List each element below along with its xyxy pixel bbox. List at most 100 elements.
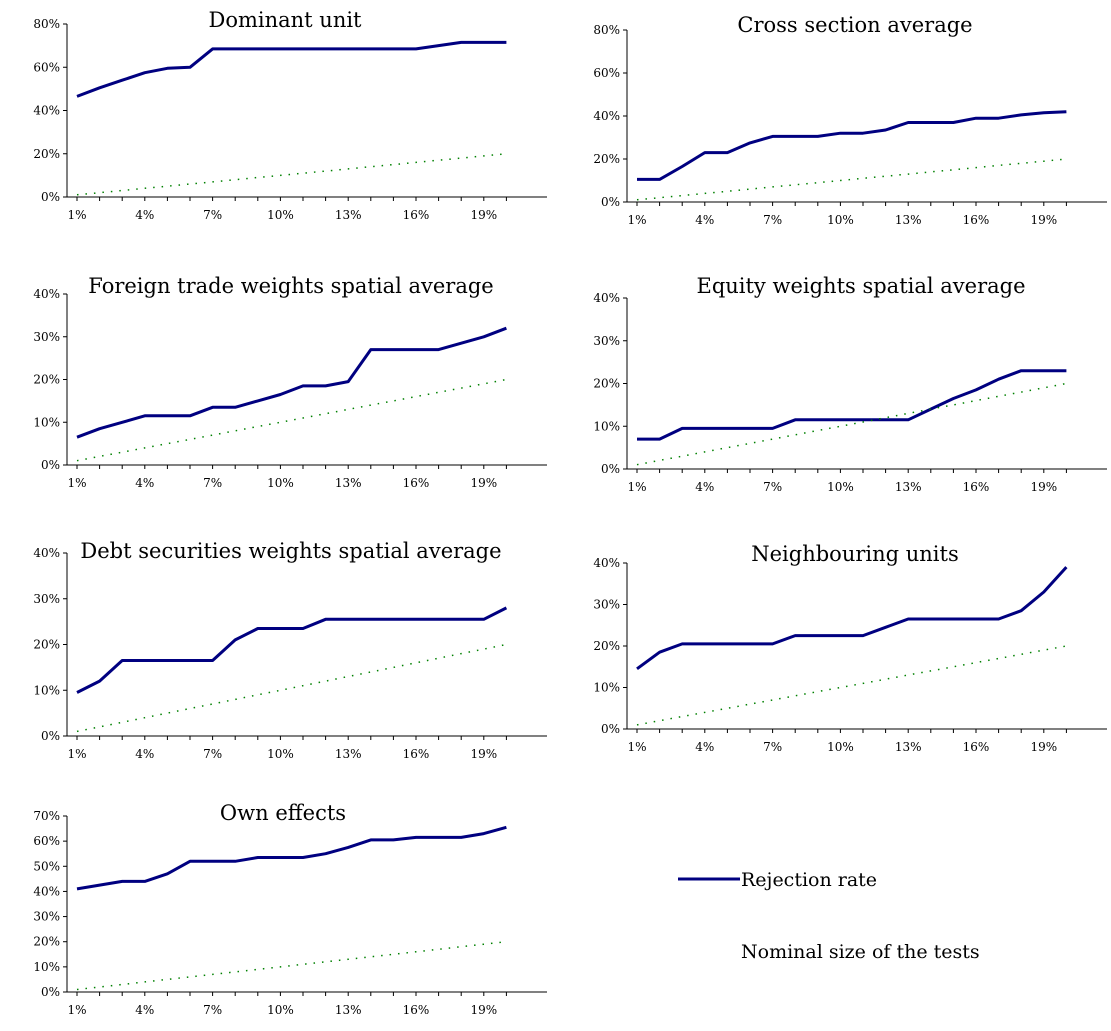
y-tick-label: 40%: [33, 104, 60, 118]
legend: Rejection rate Nominal size of the tests: [678, 869, 980, 963]
y-tick-label: 60%: [33, 60, 60, 74]
y-tick-label: 10%: [33, 683, 60, 697]
series-line-nominal-size: [76, 153, 507, 196]
series-line-nominal-size: [636, 645, 1067, 726]
x-tick-label: 19%: [470, 747, 497, 761]
x-tick-label: 10%: [267, 476, 294, 490]
y-tick-label: 30%: [593, 598, 620, 612]
y-tick-label: 40%: [33, 884, 60, 898]
y-tick-label: 20%: [593, 377, 620, 391]
y-tick-label: 20%: [33, 147, 60, 161]
series-line-rejection-rate: [76, 825, 507, 891]
x-tick-label: 13%: [335, 747, 362, 761]
y-tick-label: 0%: [41, 985, 60, 999]
legend-nominal-label: Nominal size of the tests: [741, 941, 980, 963]
y-tick-label: 0%: [601, 195, 620, 209]
x-tick-label: 4%: [135, 476, 154, 490]
chart-title: Equity weights spatial average: [696, 274, 1025, 298]
x-tick-label: 4%: [695, 740, 714, 754]
x-tick-label: 16%: [403, 747, 430, 761]
y-tick-label: 40%: [33, 546, 60, 560]
x-tick-label: 1%: [67, 1003, 86, 1017]
x-tick-label: 16%: [963, 213, 990, 227]
y-tick-label: 70%: [33, 809, 60, 823]
y-tick-label: 0%: [41, 190, 60, 204]
y-tick-label: 30%: [33, 330, 60, 344]
x-tick-label: 16%: [963, 740, 990, 754]
y-tick-label: 20%: [33, 373, 60, 387]
y-tick-label: 30%: [593, 334, 620, 348]
x-tick-label: 16%: [403, 208, 430, 222]
x-tick-label: 1%: [67, 476, 86, 490]
chart-panel-2: Cross section average 0% 20% 40% 60% 80% 1% 4% 7…: [593, 13, 1107, 227]
chart-panel-3: Foreign trade weights spatial average 0% 1…: [33, 274, 547, 490]
y-tick-label: 50%: [33, 859, 60, 873]
y-tick-label: 10%: [33, 960, 60, 974]
series-line-rejection-rate: [76, 40, 507, 98]
x-tick-label: 7%: [203, 208, 222, 222]
x-tick-label: 16%: [403, 476, 430, 490]
x-tick-label: 10%: [827, 213, 854, 227]
y-tick-label: 20%: [593, 639, 620, 653]
chart-panel-5: Debt securities weights spatial average 0…: [33, 539, 547, 761]
x-tick-label: 13%: [335, 1003, 362, 1017]
x-tick-label: 19%: [470, 1003, 497, 1017]
series-line-rejection-rate: [636, 566, 1068, 671]
chart-title: Foreign trade weights spatial average: [88, 274, 493, 298]
x-tick-label: 7%: [763, 480, 782, 494]
chart-title: Debt securities weights spatial average: [80, 539, 501, 563]
chart-title: Dominant unit: [209, 8, 363, 32]
y-tick-label: 20%: [593, 152, 620, 166]
x-tick-label: 19%: [470, 476, 497, 490]
x-tick-label: 13%: [895, 213, 922, 227]
chart-title: Cross section average: [737, 13, 972, 37]
x-tick-label: 4%: [135, 1003, 154, 1017]
y-tick-label: 60%: [33, 834, 60, 848]
x-tick-label: 1%: [627, 213, 646, 227]
y-tick-label: 40%: [593, 109, 620, 123]
x-tick-label: 1%: [627, 740, 646, 754]
y-tick-label: 80%: [593, 23, 620, 37]
series-line-nominal-size: [76, 940, 507, 991]
x-tick-label: 1%: [627, 480, 646, 494]
y-tick-label: 30%: [33, 592, 60, 606]
y-tick-label: 0%: [601, 462, 620, 476]
x-tick-label: 19%: [1030, 740, 1057, 754]
x-tick-label: 19%: [1030, 213, 1057, 227]
series-line-rejection-rate: [76, 606, 508, 694]
series-line-nominal-size: [636, 382, 1067, 466]
chart-panel-6: Neighbouring units 0% 10% 20% 30% 40% 1% 4% 7% 10…: [593, 542, 1107, 754]
x-tick-label: 13%: [895, 480, 922, 494]
x-tick-label: 7%: [763, 740, 782, 754]
x-tick-label: 4%: [695, 213, 714, 227]
x-tick-label: 1%: [67, 208, 86, 222]
series-line-rejection-rate: [637, 110, 1067, 181]
series-line-nominal-size: [636, 158, 1067, 201]
x-tick-label: 13%: [335, 476, 362, 490]
x-tick-label: 16%: [403, 1003, 430, 1017]
chart-panel-4: Equity weights spatial average 0% 10% 20% 30…: [593, 274, 1107, 494]
x-tick-label: 7%: [203, 1003, 222, 1017]
y-tick-label: 10%: [593, 419, 620, 433]
y-tick-label: 40%: [33, 287, 60, 301]
chart-panel-1: Dominant unit 0% 20% 40% 60% 80% 1% 4% 7% 10% 13% 1…: [33, 8, 547, 222]
series-line-nominal-size: [76, 643, 507, 733]
x-tick-label: 4%: [135, 208, 154, 222]
series-line-rejection-rate: [637, 369, 1067, 441]
x-tick-label: 10%: [267, 208, 294, 222]
chart-panels: Dominant unit 0% 20% 40% 60% 80% 1% 4% 7% 10% 13% 1…: [33, 8, 1107, 1017]
y-tick-label: 0%: [41, 729, 60, 743]
x-tick-label: 10%: [267, 747, 294, 761]
y-tick-label: 80%: [33, 17, 60, 31]
y-tick-label: 60%: [593, 66, 620, 80]
x-tick-label: 16%: [963, 480, 990, 494]
legend-rejection-label: Rejection rate: [741, 869, 877, 891]
x-tick-label: 10%: [827, 480, 854, 494]
chart-title: Neighbouring units: [751, 542, 958, 566]
x-tick-label: 4%: [695, 480, 714, 494]
x-tick-label: 13%: [335, 208, 362, 222]
chart-title: Own effects: [220, 801, 346, 825]
x-tick-label: 13%: [895, 740, 922, 754]
y-tick-label: 0%: [41, 458, 60, 472]
x-tick-label: 7%: [763, 213, 782, 227]
